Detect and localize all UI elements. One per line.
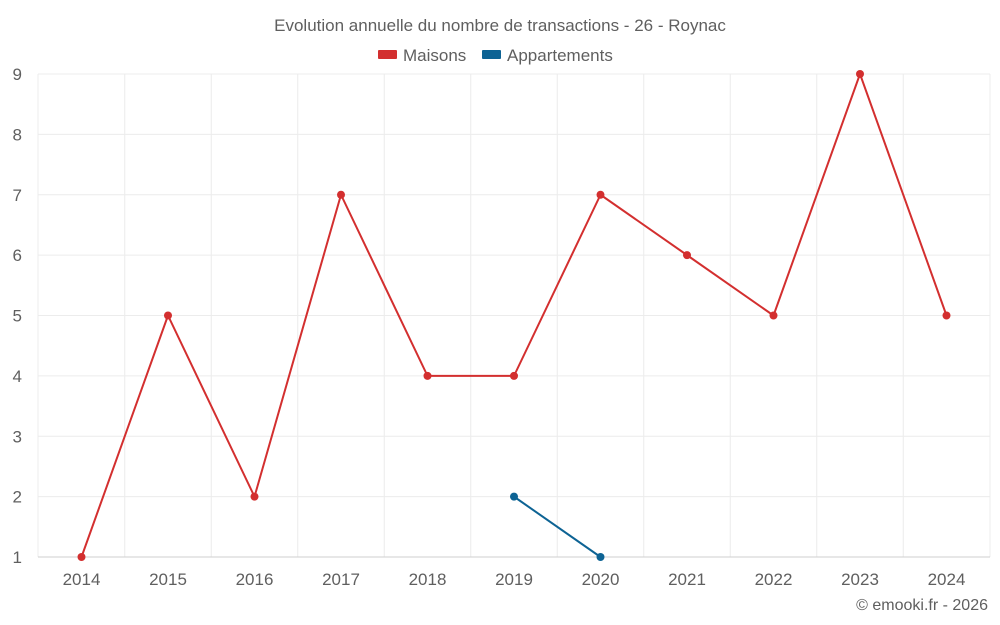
series-line-appartements xyxy=(513,495,602,558)
chart-title: Evolution annuelle du nombre de transact… xyxy=(274,16,726,35)
data-point-maisons-2024[interactable] xyxy=(942,311,951,320)
x-tick-label: 2021 xyxy=(668,570,706,589)
data-point-appartements-2020[interactable] xyxy=(596,553,605,561)
x-axis: 2014 2015 2016 2017 2018 2019 2020 2021 2022 2023… xyxy=(38,556,990,589)
data-point-maisons-2022[interactable] xyxy=(769,311,778,320)
legend-label-maisons: Maisons xyxy=(403,46,466,65)
legend-swatch-maisons xyxy=(378,50,397,59)
data-point-maisons-2019[interactable] xyxy=(510,371,518,380)
y-tick-label: 6 xyxy=(13,246,22,265)
data-point-maisons-2016[interactable] xyxy=(250,492,259,501)
y-tick-label: 4 xyxy=(13,367,22,386)
y-tick-label: 5 xyxy=(13,307,22,326)
series-maisons xyxy=(77,70,951,561)
x-tick-label: 2019 xyxy=(495,570,533,589)
legend-swatch-appartements xyxy=(482,50,501,59)
data-point-appartements-2019[interactable] xyxy=(510,492,518,501)
y-tick-label: 8 xyxy=(13,125,22,144)
x-tick-label: 2023 xyxy=(841,570,879,589)
legend-item-maisons[interactable]: Maisons xyxy=(378,46,466,65)
data-point-maisons-2020[interactable] xyxy=(596,190,605,199)
x-tick-label: 2014 xyxy=(63,570,101,589)
legend-item-appartements[interactable]: Appartements xyxy=(482,46,613,65)
x-tick-label: 2024 xyxy=(928,570,966,589)
x-tick-label: 2020 xyxy=(582,570,620,589)
data-point-maisons-2017[interactable] xyxy=(337,190,345,199)
data-point-maisons-2021[interactable] xyxy=(683,251,691,260)
data-point-maisons-2014[interactable] xyxy=(77,553,86,561)
y-tick-label: 3 xyxy=(13,427,22,446)
legend-label-appartements: Appartements xyxy=(507,46,613,65)
y-tick-label: 9 xyxy=(13,65,22,84)
credit-text: © emooki.fr - 2026 xyxy=(856,597,988,614)
x-tick-label: 2015 xyxy=(149,570,187,589)
series-layer xyxy=(77,70,951,561)
data-point-maisons-2018[interactable] xyxy=(423,371,432,380)
data-point-maisons-2023[interactable] xyxy=(856,70,864,78)
x-tick-label: 2022 xyxy=(755,570,793,589)
y-tick-label: 1 xyxy=(13,548,22,567)
y-tick-label: 7 xyxy=(13,186,22,205)
grid xyxy=(37,73,991,557)
y-tick-label: 2 xyxy=(13,488,22,507)
series-appartements xyxy=(510,492,605,561)
data-point-maisons-2015[interactable] xyxy=(164,311,172,320)
y-axis: 1 2 3 4 5 6 7 8 9 xyxy=(13,65,22,567)
x-tick-label: 2017 xyxy=(322,570,360,589)
x-tick-label: 2016 xyxy=(236,570,274,589)
x-tick-label: 2018 xyxy=(409,570,447,589)
legend: Maisons Appartements xyxy=(378,46,613,65)
